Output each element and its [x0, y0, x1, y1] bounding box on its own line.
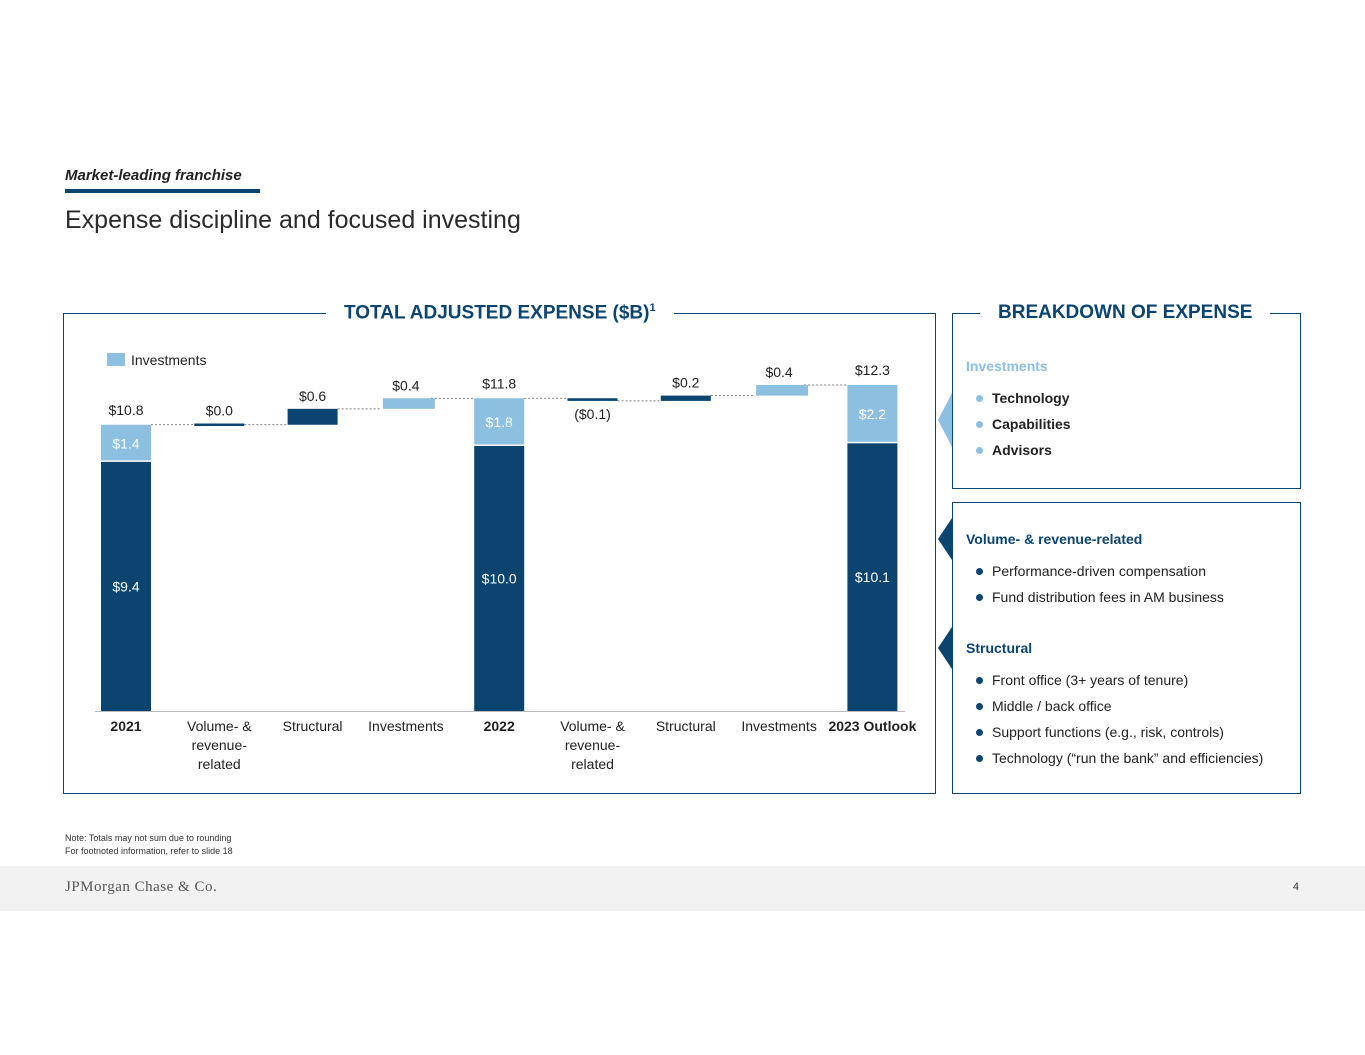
structural-pointer: [938, 627, 952, 669]
bar-investments-label: $1.4: [112, 435, 139, 451]
bullet-icon: [976, 702, 983, 710]
list-item: Fund distribution fees in AM business: [976, 584, 1224, 610]
bullet-icon: [976, 420, 983, 428]
list-item-label: Technology (“run the bank” and efficienc…: [992, 750, 1264, 766]
volume-list: Performance-driven compensation Fund dis…: [976, 558, 1224, 610]
bar-total-label: $10.8: [108, 402, 143, 418]
list-item: Support functions (e.g., risk, controls): [976, 719, 1263, 745]
x-tick-label: revenue-: [192, 737, 248, 753]
x-tick-label: Investments: [741, 718, 816, 734]
bar-delta-label: $0.6: [299, 388, 326, 404]
chart-panel-title-text: TOTAL ADJUSTED EXPENSE ($B): [344, 302, 650, 324]
list-item-label: Support functions (e.g., risk, controls): [992, 724, 1224, 740]
bar-investments-label: $1.8: [486, 414, 513, 430]
list-item: Performance-driven compensation: [976, 558, 1224, 584]
list-item-label: Front office (3+ years of tenure): [992, 672, 1189, 688]
bar-base-8: [847, 443, 898, 711]
list-item: Technology: [976, 385, 1071, 411]
footnote-rounding: Note: Totals may not sum due to rounding: [65, 833, 232, 843]
list-item: Advisors: [976, 437, 1071, 463]
bullet-icon: [976, 676, 983, 684]
bar-delta-label: $0.0: [206, 403, 233, 419]
bar-total-label: $12.3: [855, 362, 890, 378]
investments-heading: Investments: [966, 358, 1048, 374]
x-tick-label: Volume- &: [187, 718, 252, 734]
bar-delta-7: [756, 385, 809, 396]
x-tick-label: revenue-: [565, 737, 621, 753]
x-tick-label: related: [571, 756, 614, 772]
x-tick-label: 2022: [484, 718, 515, 734]
footnote-reference: For footnoted information, refer to slid…: [65, 846, 233, 856]
bar-total-label: $11.8: [482, 375, 516, 391]
bullet-icon: [976, 728, 983, 736]
structural-list: Front office (3+ years of tenure) Middle…: [976, 667, 1263, 771]
bar-delta-5: [567, 398, 618, 401]
footnote-block: Note: Totals may not sum due to rounding…: [65, 832, 233, 858]
bullet-icon: [976, 446, 983, 454]
page-title: Expense discipline and focused investing: [65, 206, 521, 234]
bullet-icon: [976, 754, 983, 762]
bar-base-0: [101, 461, 151, 711]
legend-swatch-investments: [107, 353, 125, 366]
list-item-label: Advisors: [992, 442, 1052, 458]
x-tick-label: Volume- &: [560, 718, 625, 734]
x-tick-label: 2023 Outlook: [828, 718, 916, 734]
bar-base-4: [474, 445, 525, 711]
breakdown-detail-box: [952, 502, 1301, 794]
bar-delta-6: [660, 395, 711, 401]
page-number: 4: [1292, 881, 1299, 893]
bar-base-label: $10.1: [855, 569, 890, 585]
list-item: Middle / back office: [976, 693, 1263, 719]
list-item-label: Capabilities: [992, 416, 1071, 432]
bullet-icon: [976, 394, 983, 402]
section-tag: Market-leading franchise: [65, 167, 242, 184]
section-underline: [65, 189, 260, 193]
bar-base-label: $9.4: [112, 578, 139, 594]
list-item-label: Technology: [992, 390, 1070, 406]
bar-delta-2: [287, 408, 338, 425]
chart-panel-title: TOTAL ADJUSTED EXPENSE ($B)1: [326, 302, 674, 325]
investments-pointer: [938, 393, 952, 447]
list-item: Front office (3+ years of tenure): [976, 667, 1263, 693]
list-item: Capabilities: [976, 411, 1071, 437]
x-tick-label: 2021: [110, 718, 141, 734]
bullet-icon: [976, 593, 983, 601]
x-tick-label: Structural: [656, 718, 716, 734]
investments-list: Technology Capabilities Advisors: [976, 385, 1071, 463]
breakdown-panel-title: BREAKDOWN OF EXPENSE: [980, 302, 1271, 324]
x-tick-label: Structural: [283, 718, 343, 734]
bar-delta-label: ($0.1): [574, 406, 611, 422]
bar-investments-8: [847, 385, 898, 442]
volume-pointer: [938, 518, 952, 560]
x-tick-label: Investments: [368, 718, 443, 734]
list-item-label: Fund distribution fees in AM business: [992, 589, 1224, 605]
footer-bar: [0, 866, 1365, 911]
bar-investments-4: [474, 398, 525, 445]
bar-delta-label: $0.4: [392, 377, 419, 393]
x-tick-label: related: [198, 756, 241, 772]
list-item-label: Performance-driven compensation: [992, 563, 1206, 579]
bar-base-label: $10.0: [482, 570, 517, 586]
bar-delta-label: $0.4: [765, 364, 792, 380]
bar-delta-1: [194, 423, 245, 427]
company-logo: JPMorgan Chase & Co.: [65, 879, 218, 895]
bar-delta-label: $0.2: [672, 375, 699, 391]
bar-investments-0: [101, 424, 151, 461]
footnote-marker: 1: [649, 302, 656, 314]
legend-label-investments: Investments: [131, 352, 206, 368]
list-item-label: Middle / back office: [992, 698, 1112, 714]
bullet-icon: [976, 567, 983, 575]
list-item: Technology (“run the bank” and efficienc…: [976, 745, 1263, 771]
structural-heading: Structural: [966, 640, 1033, 656]
bar-investments-label: $2.2: [859, 406, 886, 422]
volume-heading: Volume- & revenue-related: [966, 531, 1143, 547]
bar-delta-3: [382, 398, 435, 409]
